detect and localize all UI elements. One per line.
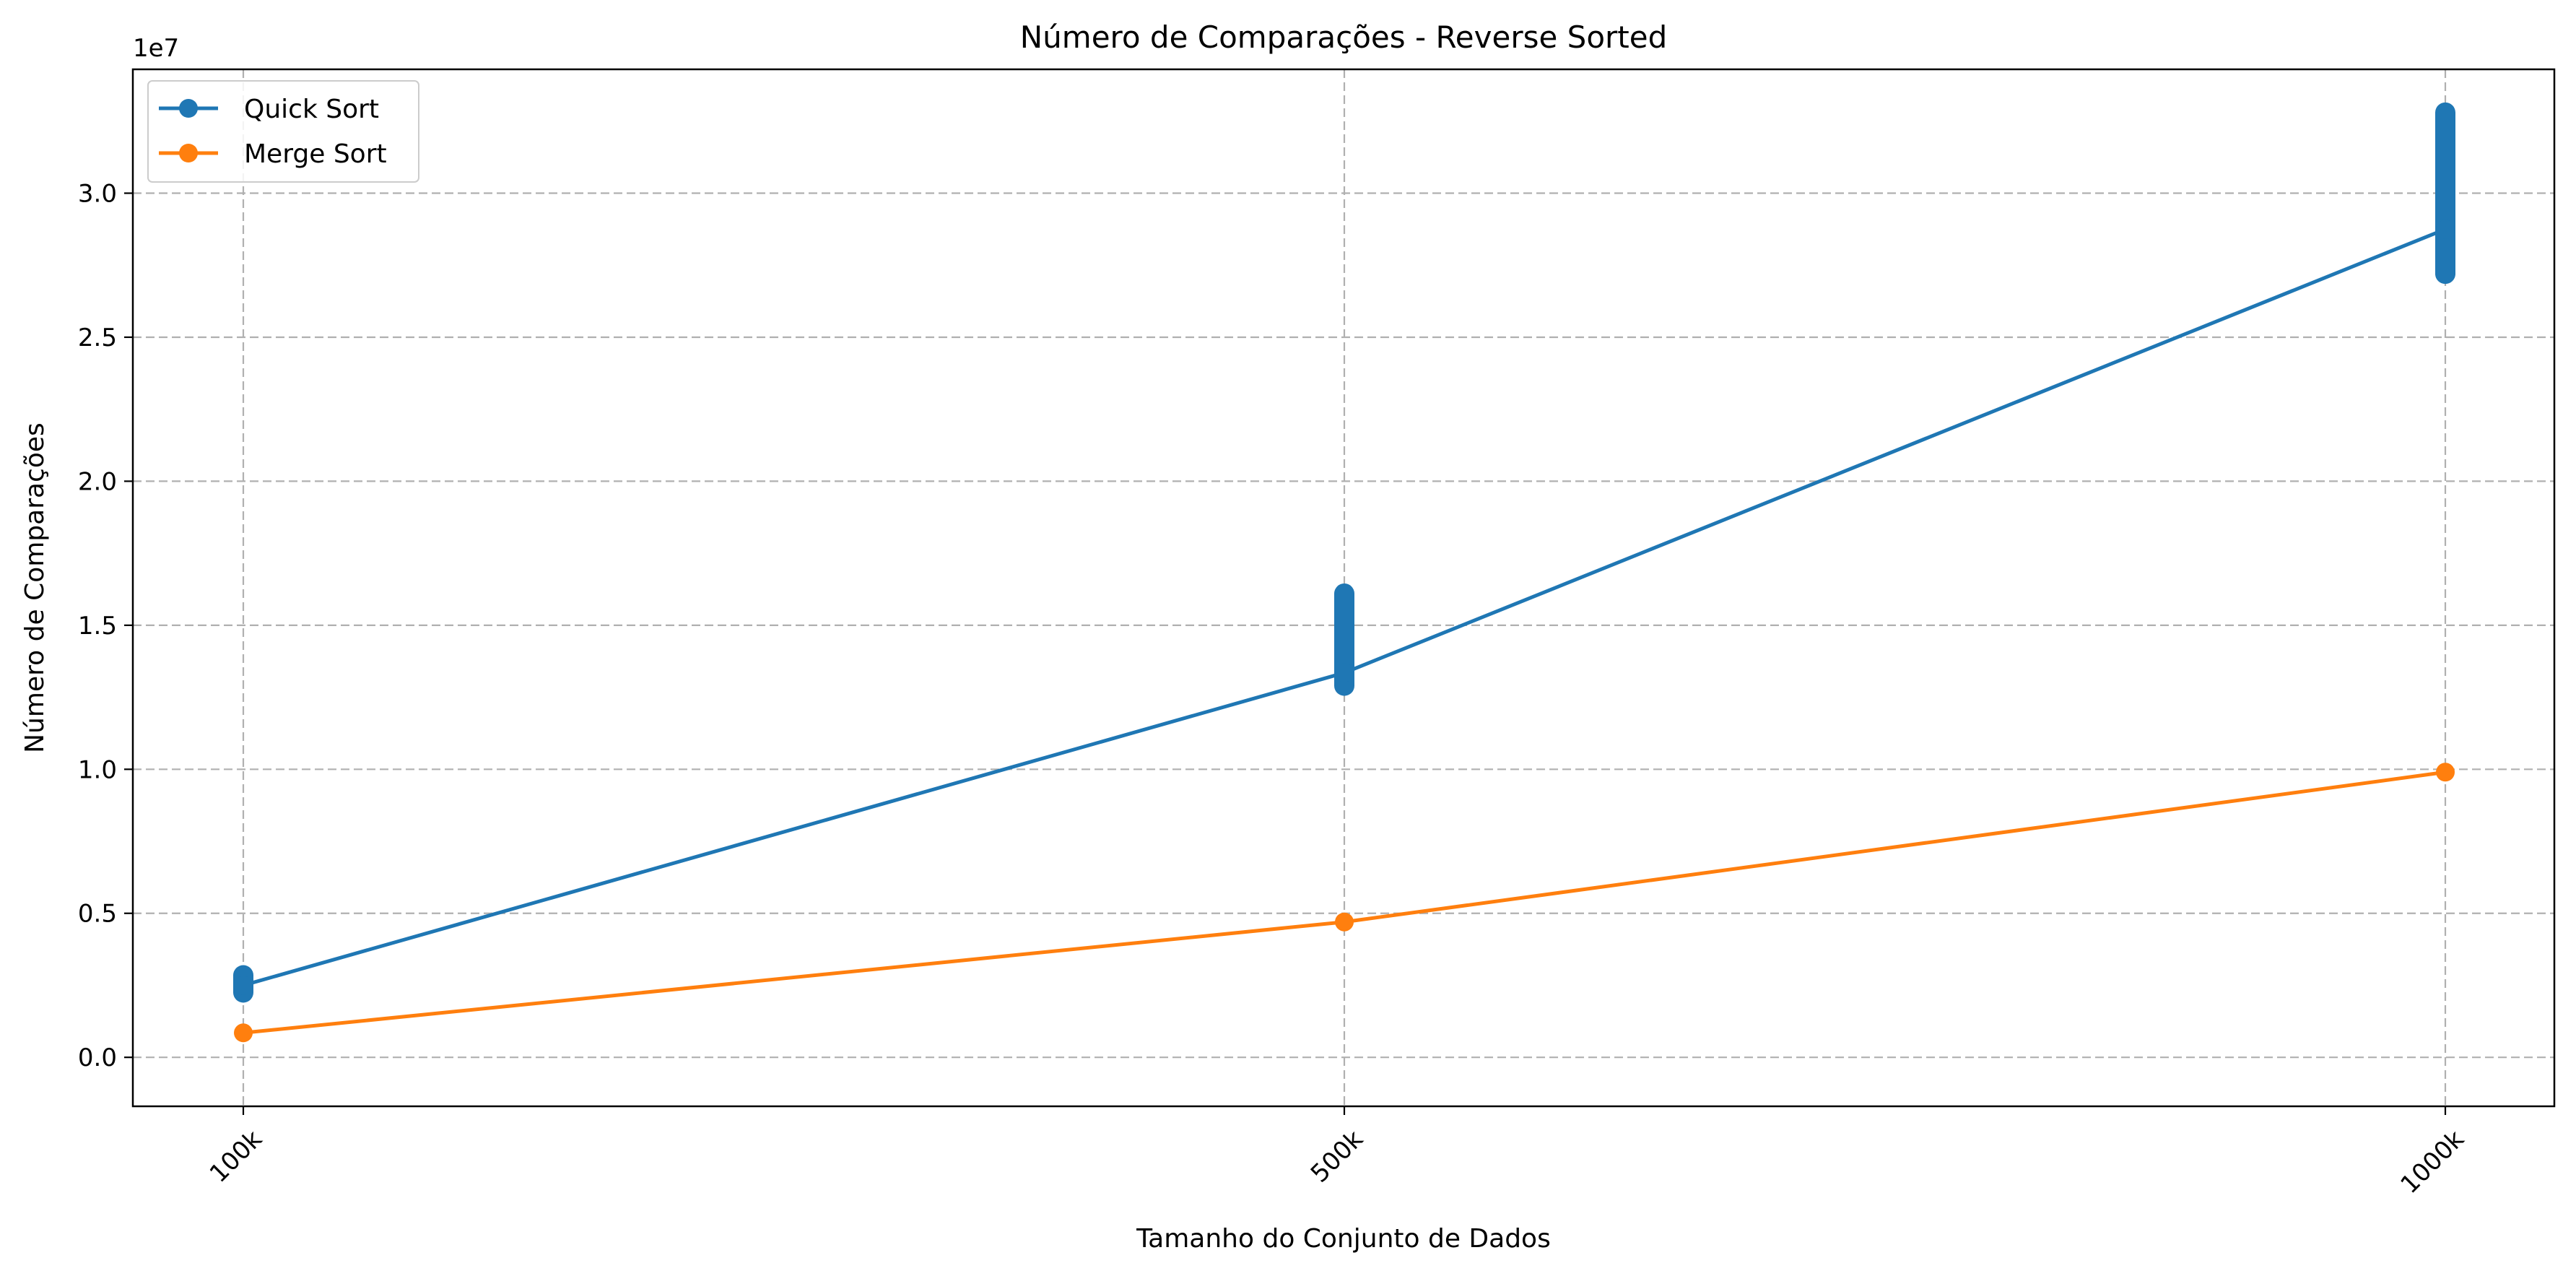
y-tick-label: 0.5 <box>78 900 117 929</box>
series-point <box>1335 663 1354 682</box>
legend-swatch-marker <box>179 99 198 118</box>
plot-series <box>233 102 2455 1043</box>
y-tick-label: 0.0 <box>78 1043 117 1072</box>
chart-title: Número de Comparações - Reverse Sorted <box>1020 19 1668 55</box>
series-point <box>2436 220 2455 239</box>
series-point <box>2436 763 2455 782</box>
series-point <box>234 976 253 995</box>
legend-box <box>147 80 419 183</box>
x-axis-label: Tamanho do Conjunto de Dados <box>1136 1224 1551 1254</box>
y-tick-label: 2.0 <box>78 467 117 496</box>
series-point <box>234 1023 253 1043</box>
y-tick-label: 3.0 <box>78 180 117 209</box>
legend-label: Merge Sort <box>244 139 387 169</box>
y-tick-label: 1.5 <box>78 612 117 641</box>
legend-swatch-marker <box>179 144 198 162</box>
y-tick-label: 1.0 <box>78 755 117 784</box>
y-axis-label: Número de Comparações <box>20 422 50 753</box>
y-offset-label: 1e7 <box>133 34 179 63</box>
y-tick-label: 2.5 <box>78 324 117 352</box>
series-point <box>1335 912 1354 932</box>
legend: Quick Sort Merge Sort <box>147 80 419 183</box>
legend-label: Quick Sort <box>244 95 379 124</box>
